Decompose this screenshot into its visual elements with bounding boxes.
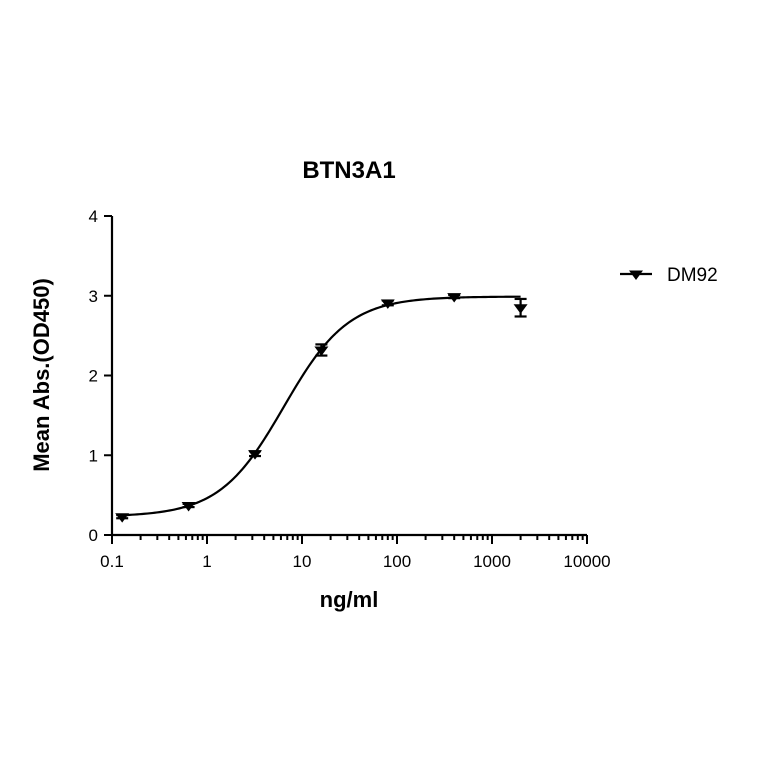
data-point <box>314 346 329 356</box>
data-point <box>181 502 196 512</box>
x-tick-label: 10 <box>293 552 312 571</box>
x-tick-label: 1000 <box>473 552 511 571</box>
data-point <box>115 513 130 523</box>
data-point <box>513 304 528 314</box>
data-point <box>380 299 395 309</box>
y-ticks: 0 1 2 3 4 <box>89 207 112 545</box>
chart-title: BTN3A1 <box>302 157 395 184</box>
x-tick-label: 10000 <box>563 552 610 571</box>
x-ticks: 0.1 1 10 100 1000 10000 <box>100 535 611 571</box>
data-point <box>447 293 462 303</box>
legend-marker <box>629 270 643 280</box>
x-tick-label: 0.1 <box>100 552 124 571</box>
plot-area <box>115 293 528 523</box>
legend: DM92 <box>620 265 718 286</box>
fit-curve <box>122 295 521 517</box>
y-tick-label: 4 <box>89 207 98 226</box>
x-tick-label: 100 <box>383 552 411 571</box>
y-tick-label: 1 <box>89 446 98 465</box>
y-axis-label: Mean Abs.(OD450) <box>29 278 54 472</box>
data-point <box>247 450 262 460</box>
axes <box>110 216 587 537</box>
y-tick-label: 2 <box>89 367 98 386</box>
y-tick-label: 3 <box>89 287 98 306</box>
x-tick-label: 1 <box>202 552 211 571</box>
legend-label: DM92 <box>667 265 718 286</box>
y-tick-label: 0 <box>89 526 98 545</box>
x-axis-label: ng/ml <box>320 587 379 612</box>
